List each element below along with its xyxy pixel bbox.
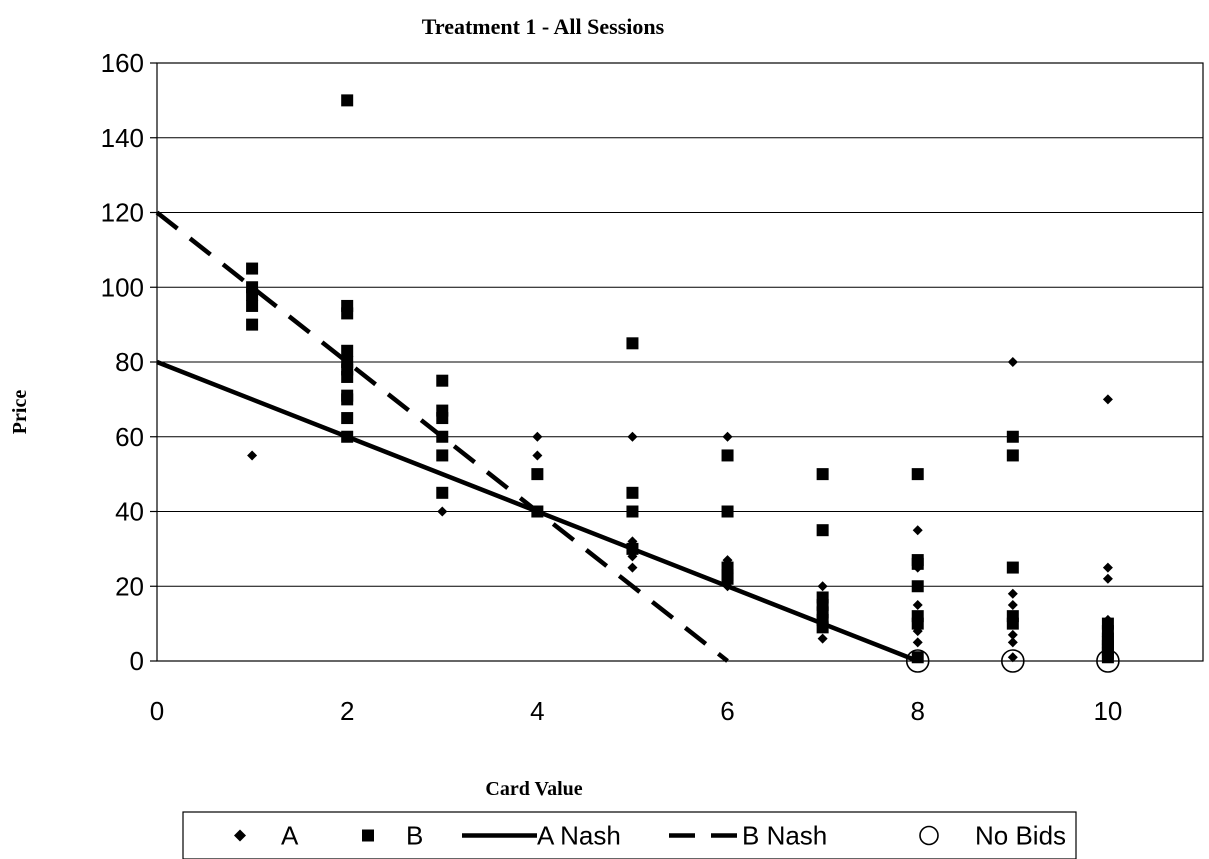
x-tick-label: 0 <box>150 696 164 726</box>
point-b <box>436 412 449 425</box>
y-tick-label: 140 <box>101 123 144 153</box>
x-tick-label: 8 <box>910 696 924 726</box>
y-tick-label: 120 <box>101 198 144 228</box>
point-b <box>721 505 734 518</box>
point-a <box>912 637 923 648</box>
x-tick-label: 6 <box>720 696 734 726</box>
point-no-bids <box>905 649 930 673</box>
point-a <box>912 599 923 610</box>
x-tick-label: 10 <box>1093 696 1122 726</box>
point-a <box>532 431 543 442</box>
x-axis-ticks: 0 2 4 6 8 10 <box>150 696 1123 726</box>
point-b <box>246 299 259 312</box>
point-b <box>341 344 354 357</box>
point-b <box>436 449 449 462</box>
point-b <box>341 370 354 383</box>
b-nash-line <box>155 210 729 663</box>
legend-label: B <box>406 821 423 851</box>
point-b <box>246 318 259 331</box>
point-b <box>1006 449 1019 462</box>
point-b <box>436 374 449 387</box>
point-no-bids <box>1096 649 1120 673</box>
point-a <box>627 431 638 442</box>
point-a <box>1102 562 1113 573</box>
point-b <box>911 617 924 630</box>
point-a <box>912 525 923 536</box>
x-axis-label: Card Value <box>485 778 582 800</box>
point-b <box>626 337 639 350</box>
point-b <box>911 557 924 570</box>
point-a <box>437 506 448 517</box>
legend: A B A Nash B Nash No Bids <box>182 811 1077 859</box>
point-b <box>341 94 354 107</box>
point-b <box>816 524 829 537</box>
point-b <box>1006 561 1019 574</box>
chart-title: Treatment 1 - All Sessions <box>422 14 665 39</box>
data-points <box>246 94 1120 673</box>
point-b <box>531 505 544 518</box>
point-a <box>247 450 258 461</box>
x-tick-label: 4 <box>530 696 544 726</box>
point-a <box>817 633 828 644</box>
y-tick-label: 100 <box>101 272 144 302</box>
point-a <box>722 431 733 442</box>
point-b <box>626 486 639 499</box>
y-axis-ticks: 0 20 40 60 80 100 120 140 160 <box>101 48 157 676</box>
point-b <box>721 449 734 462</box>
point-b <box>816 621 829 634</box>
y-tick-label: 80 <box>115 347 144 377</box>
point-a <box>1007 588 1018 599</box>
point-a <box>1007 357 1018 367</box>
point-b <box>721 572 734 585</box>
y-tick-label: 40 <box>115 497 144 527</box>
point-b <box>341 430 354 443</box>
legend-marker-b <box>362 829 374 842</box>
x-tick-label: 2 <box>340 696 354 726</box>
point-b <box>911 580 924 593</box>
point-a <box>1007 652 1018 663</box>
point-b <box>246 288 259 301</box>
point-b <box>911 468 924 481</box>
legend-label: A Nash <box>537 821 621 851</box>
y-axis-label: Price <box>9 390 31 435</box>
point-b <box>246 262 259 275</box>
point-a <box>1102 394 1113 405</box>
point-b <box>1006 430 1019 443</box>
gridlines <box>157 62 1203 587</box>
point-a <box>1007 637 1018 648</box>
y-tick-label: 0 <box>130 646 144 676</box>
point-b <box>341 393 354 406</box>
point-a <box>627 562 638 573</box>
point-b <box>911 651 924 664</box>
point-a <box>1007 629 1018 640</box>
point-b <box>626 505 639 518</box>
point-a <box>817 581 828 592</box>
point-a <box>532 450 543 461</box>
y-tick-label: 160 <box>101 48 144 78</box>
point-b <box>626 542 639 555</box>
point-b <box>816 468 829 481</box>
point-b <box>1101 651 1114 664</box>
point-b <box>436 486 449 499</box>
point-b <box>1006 617 1019 630</box>
point-a <box>1007 599 1018 610</box>
legend-box <box>182 811 1077 859</box>
legend-label: B Nash <box>742 821 827 851</box>
legend-marker-a <box>234 829 246 842</box>
point-b <box>531 468 544 481</box>
point-b <box>341 412 354 425</box>
legend-label: No Bids <box>975 821 1066 851</box>
legend-marker-no-bids <box>919 825 939 846</box>
point-b <box>436 430 449 443</box>
y-tick-label: 60 <box>115 422 144 452</box>
point-no-bids <box>1001 649 1025 673</box>
point-a <box>1102 573 1113 584</box>
point-b <box>341 307 354 320</box>
y-tick-label: 20 <box>115 571 144 601</box>
legend-label: A <box>281 821 299 851</box>
